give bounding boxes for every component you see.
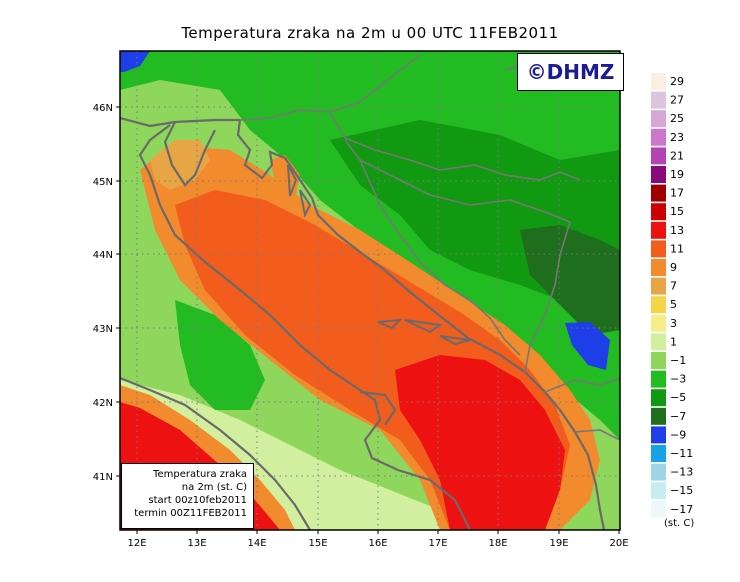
island-rab xyxy=(299,189,312,219)
legend-label: 5 xyxy=(670,298,677,311)
field-deep-green xyxy=(520,225,620,335)
legend-label: 25 xyxy=(670,112,684,125)
lon-label-14e: 14E xyxy=(247,538,266,549)
legend-swatch xyxy=(651,482,666,500)
legend-label: 9 xyxy=(670,261,677,274)
legend-swatch xyxy=(651,445,666,462)
legend-label: −7 xyxy=(670,410,686,423)
field-cold-spot-nw xyxy=(120,51,150,72)
legend-swatch xyxy=(651,389,666,407)
map-frame xyxy=(119,50,621,531)
legend-swatch xyxy=(651,203,666,221)
legend-label: 11 xyxy=(670,242,684,255)
legend-swatch xyxy=(651,240,666,258)
legend-swatch xyxy=(651,407,666,425)
legend-label: 21 xyxy=(670,149,684,162)
temperature-field xyxy=(120,51,620,530)
info-line-variable: Temperatura zraka xyxy=(153,469,247,480)
legend-swatch xyxy=(651,296,666,314)
lat-labels: 46N 45N 44N 43N 42N 41N xyxy=(93,103,113,483)
dhmz-logo: ©DHMZ xyxy=(517,53,624,91)
legend-label: −9 xyxy=(670,428,686,441)
island-korcula xyxy=(439,335,471,346)
legend-swatch xyxy=(651,426,666,444)
legend-swatch xyxy=(651,184,666,202)
info-box: Temperatura zraka na 2m (st. C) start 00… xyxy=(121,463,254,529)
lat-label-43n: 43N xyxy=(93,324,113,335)
lat-label-41n: 41N xyxy=(93,472,113,483)
legend-label: −17 xyxy=(670,503,693,516)
info-line-termin: termin 00Z11FEB2011 xyxy=(134,508,247,519)
legend-swatch xyxy=(651,91,666,109)
border-montenegro xyxy=(544,377,620,393)
field-cold-spot xyxy=(565,322,610,370)
legend-label: −11 xyxy=(670,447,693,460)
legend-label: 15 xyxy=(670,205,684,218)
legend-label: 3 xyxy=(670,317,677,330)
legend-label: 7 xyxy=(670,280,677,293)
legend-swatch xyxy=(651,463,666,481)
lat-label-45n: 45N xyxy=(93,177,113,188)
lon-label-16e: 16E xyxy=(368,538,387,549)
color-legend: 29 27 25 23 21 19 17 15 13 11 9 7 5 3 1 −1 −3 −5 −7 −9 −11 −1… xyxy=(651,73,693,518)
legend-label: 1 xyxy=(670,335,677,348)
legend-swatch xyxy=(651,314,666,332)
legend-swatch xyxy=(651,221,666,239)
legend-swatch xyxy=(651,259,666,276)
lon-label-19e: 19E xyxy=(549,538,568,549)
info-line-unit: na 2m (st. C) xyxy=(181,482,247,493)
legend-label: −5 xyxy=(670,391,686,404)
legend-swatch xyxy=(651,147,666,165)
coastline-italy-west xyxy=(120,376,311,530)
islands xyxy=(287,164,471,346)
legend-label: −15 xyxy=(670,484,693,497)
legend-unit: (st. C) xyxy=(664,518,695,529)
axis-ticks xyxy=(116,106,620,534)
legend-swatch xyxy=(651,333,666,351)
legend-label: 19 xyxy=(670,168,684,181)
legend-label: 23 xyxy=(670,131,684,144)
lon-label-13e: 13E xyxy=(187,538,206,549)
lon-label-20e: 20E xyxy=(609,538,628,549)
legend-label: 27 xyxy=(670,94,684,107)
lat-label-46n: 46N xyxy=(93,103,113,114)
island-krk xyxy=(287,164,298,197)
lon-label-18e: 18E xyxy=(488,538,507,549)
border-croatia-bosnia-north xyxy=(344,139,571,223)
legend-swatch xyxy=(651,500,666,518)
legend-label: −3 xyxy=(670,373,686,386)
border-croatia-hungary xyxy=(329,111,581,181)
lat-label-42n: 42N xyxy=(93,398,113,409)
info-line-start: start 00z10feb2011 xyxy=(148,495,247,506)
island-brac xyxy=(377,318,403,330)
lon-label-15e: 15E xyxy=(308,538,327,549)
legend-swatch xyxy=(651,277,666,295)
lat-label-44n: 44N xyxy=(93,250,113,261)
border-croatia-bosnia-south xyxy=(359,159,521,356)
coastline-adriatic-east xyxy=(236,119,606,530)
border-albania xyxy=(574,429,620,441)
legend-swatch xyxy=(651,370,666,388)
lon-labels: 12E 13E 14E 15E 16E 17E 18E 19E 20E xyxy=(127,538,628,549)
legend-label: 13 xyxy=(670,224,684,237)
field-istria-warm xyxy=(150,140,210,190)
legend-label: −13 xyxy=(670,466,693,479)
legend-swatch xyxy=(651,110,666,128)
coastlines xyxy=(120,116,606,530)
legend-label: 29 xyxy=(670,75,684,88)
legend-label: 17 xyxy=(670,187,684,200)
legend-swatch xyxy=(651,166,666,183)
legend-swatch xyxy=(651,128,666,146)
border-bosnia-serbia xyxy=(524,221,571,373)
lon-label-12e: 12E xyxy=(127,538,146,549)
legend-label: −1 xyxy=(670,354,686,367)
map-title: Temperatura zraka na 2m u 00 UTC 11FEB20… xyxy=(181,24,559,42)
legend-swatch xyxy=(651,352,666,369)
coastline-istria xyxy=(163,121,216,187)
lon-label-17e: 17E xyxy=(428,538,447,549)
legend-swatch xyxy=(651,73,666,90)
